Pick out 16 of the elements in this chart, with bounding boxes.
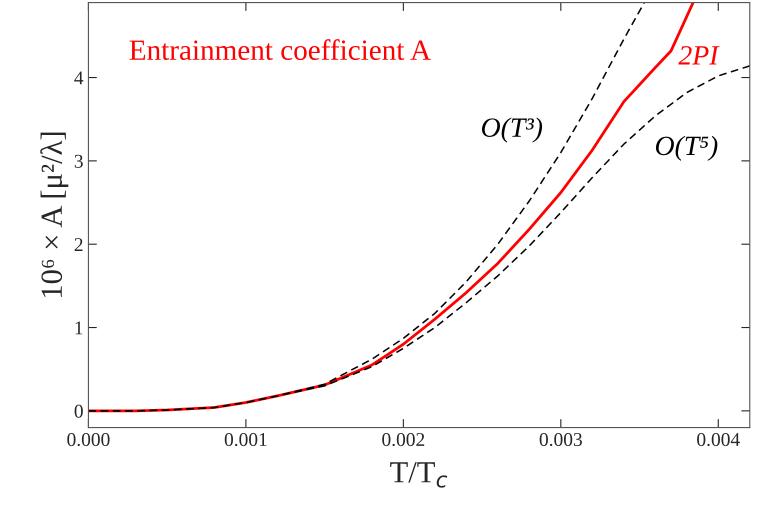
y-tick-label: 1 bbox=[76, 321, 82, 334]
series-label: O(T³) bbox=[482, 117, 542, 143]
y-axis-title: 10⁶ × A [μ²/λ] bbox=[40, 132, 68, 297]
text: Entrainment coefficient A bbox=[130, 39, 431, 60]
x-tick-label: 0.004 bbox=[697, 432, 740, 446]
y-tick-label: 4 bbox=[74, 72, 84, 84]
y-tick-label: 2 bbox=[74, 238, 82, 251]
y-tick-label: 0 bbox=[74, 404, 83, 418]
x-tick-label: 0.002 bbox=[382, 432, 424, 446]
x-tick-label: 0.000 bbox=[67, 432, 110, 446]
series-label: 2PI bbox=[678, 46, 720, 64]
x-tick-label: 0.003 bbox=[540, 432, 582, 446]
series-label: O(T⁵) bbox=[656, 136, 718, 161]
x-axis-title: T/T$_{c}$ bbox=[390, 462, 448, 488]
x-tick-label: 0.001 bbox=[224, 432, 267, 446]
y-tick-label: 3 bbox=[74, 154, 83, 168]
